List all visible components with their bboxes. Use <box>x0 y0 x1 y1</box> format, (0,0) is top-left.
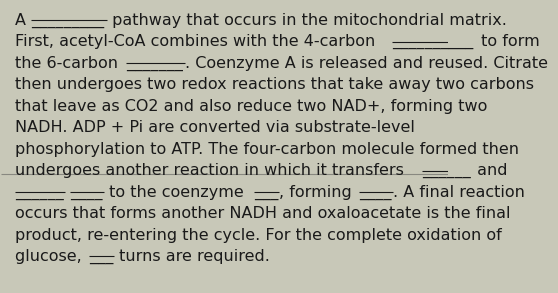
Text: A: A <box>15 13 31 28</box>
Text: ____: ____ <box>70 185 103 200</box>
Text: turns are required.: turns are required. <box>114 249 270 264</box>
Text: , forming: , forming <box>279 185 357 200</box>
Text: ______: ______ <box>15 185 64 200</box>
Text: First, acetyl-CoA combines with the 4-carbon: First, acetyl-CoA combines with the 4-ca… <box>15 35 380 50</box>
Text: glucose,: glucose, <box>15 249 86 264</box>
Text: ___: ___ <box>89 249 113 264</box>
Text: the 6-carbon: the 6-carbon <box>15 56 123 71</box>
Text: ___: ___ <box>254 185 278 200</box>
Text: ______: ______ <box>422 163 470 178</box>
Text: _________: _________ <box>31 13 104 28</box>
Text: pathway that occurs in the mitochondrial matrix.: pathway that occurs in the mitochondrial… <box>107 13 507 28</box>
Text: occurs that forms another NADH and oxaloacetate is the final: occurs that forms another NADH and oxalo… <box>15 206 510 221</box>
Text: NADH. ADP + Pi are converted via substrate-level: NADH. ADP + Pi are converted via substra… <box>15 120 415 135</box>
Text: phosphorylation to ATP. The four-carbon molecule formed then: phosphorylation to ATP. The four-carbon … <box>15 142 519 157</box>
Text: . Coenzyme A is released and reused. Citrate: . Coenzyme A is released and reused. Cit… <box>185 56 548 71</box>
Text: ____: ____ <box>359 185 392 200</box>
Text: to the coenzyme: to the coenzyme <box>104 185 249 200</box>
Text: undergoes another reaction in which it transfers: undergoes another reaction in which it t… <box>15 163 409 178</box>
Text: __________: __________ <box>392 35 473 50</box>
Text: that leave as CO2 and also reduce two NAD+, forming two: that leave as CO2 and also reduce two NA… <box>15 99 487 114</box>
Text: . A final reaction: . A final reaction <box>393 185 525 200</box>
Text: then undergoes two redox reactions that take away two carbons: then undergoes two redox reactions that … <box>15 77 534 92</box>
Text: _______: _______ <box>127 56 184 71</box>
Text: to form: to form <box>476 35 540 50</box>
Text: product, re-entering the cycle. For the complete oxidation of: product, re-entering the cycle. For the … <box>15 228 502 243</box>
Text: and: and <box>472 163 508 178</box>
